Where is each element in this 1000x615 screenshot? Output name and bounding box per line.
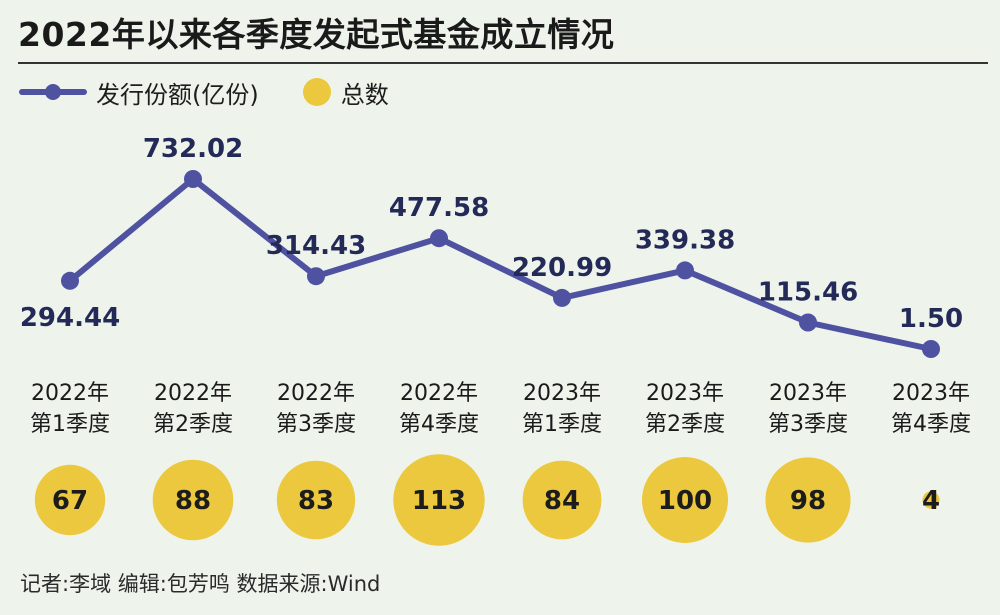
bubble (276, 460, 356, 540)
bubble (765, 457, 851, 543)
category-quarter-label: 第2季度 (153, 412, 233, 437)
bubble (922, 491, 940, 509)
category-quarter-label: 第1季度 (522, 412, 602, 437)
legend-bubble-label: 总数 (340, 80, 389, 109)
category-quarter-label: 第4季度 (891, 412, 971, 437)
data-value-label: 294.44 (20, 303, 120, 333)
category-year-label: 2022年 (154, 381, 232, 406)
data-value-label: 477.58 (389, 193, 489, 223)
category-year-label: 2022年 (277, 381, 355, 406)
bubble-count-label: 100 (658, 486, 712, 516)
category-quarter-label: 第1季度 (30, 412, 110, 437)
bubble (393, 454, 485, 546)
footer-credits: 记者:李域 编辑:包芳鸣 数据来源:Wind (20, 572, 381, 596)
bubble-count-label: 83 (298, 486, 334, 516)
data-point (553, 288, 571, 307)
legend-line-label: 发行份额(亿份) (96, 80, 259, 109)
bubble (522, 460, 602, 540)
category-year-label: 2022年 (400, 381, 478, 406)
data-point (799, 313, 817, 332)
title-divider (18, 62, 988, 64)
chart-title: 2022年以来各季度发起式基金成立情况 (18, 15, 615, 54)
bubble-count-label: 88 (175, 486, 211, 516)
data-point (184, 170, 202, 188)
data-value-label: 115.46 (758, 278, 858, 308)
data-point (307, 267, 325, 286)
bubble-count-label: 84 (544, 486, 580, 516)
bubble (642, 457, 728, 543)
legend-line-swatch (19, 84, 87, 100)
legend: 发行份额(亿份) 总数 (18, 72, 389, 112)
category-year-label: 2022年 (31, 381, 109, 406)
category-quarter-label: 第3季度 (276, 412, 356, 437)
data-value-label: 732.02 (143, 134, 243, 164)
data-value-label: 1.50 (899, 304, 963, 334)
bubble (34, 464, 106, 536)
category-quarter-label: 第2季度 (645, 412, 725, 437)
data-value-label: 314.43 (266, 231, 366, 261)
data-point (430, 229, 448, 248)
category-quarter-label: 第4季度 (399, 412, 479, 437)
category-year-label: 2023年 (523, 381, 601, 406)
data-point (922, 340, 940, 358)
bubble (152, 459, 234, 541)
category-year-label: 2023年 (646, 381, 724, 406)
category-year-label: 2023年 (769, 381, 847, 406)
data-point (61, 271, 79, 290)
category-quarter-label: 第3季度 (768, 412, 848, 437)
category-year-label: 2023年 (892, 381, 970, 406)
series-line (67, 176, 934, 352)
bubble-count-label: 113 (412, 486, 466, 516)
data-value-label: 220.99 (512, 253, 612, 283)
data-point (676, 261, 694, 280)
bubble-count-label: 98 (790, 486, 826, 516)
legend-bubble-swatch (302, 78, 331, 106)
data-value-label: 339.38 (635, 225, 735, 255)
bubble-count-label: 4 (922, 486, 940, 516)
bubble-count-label: 67 (52, 486, 88, 516)
